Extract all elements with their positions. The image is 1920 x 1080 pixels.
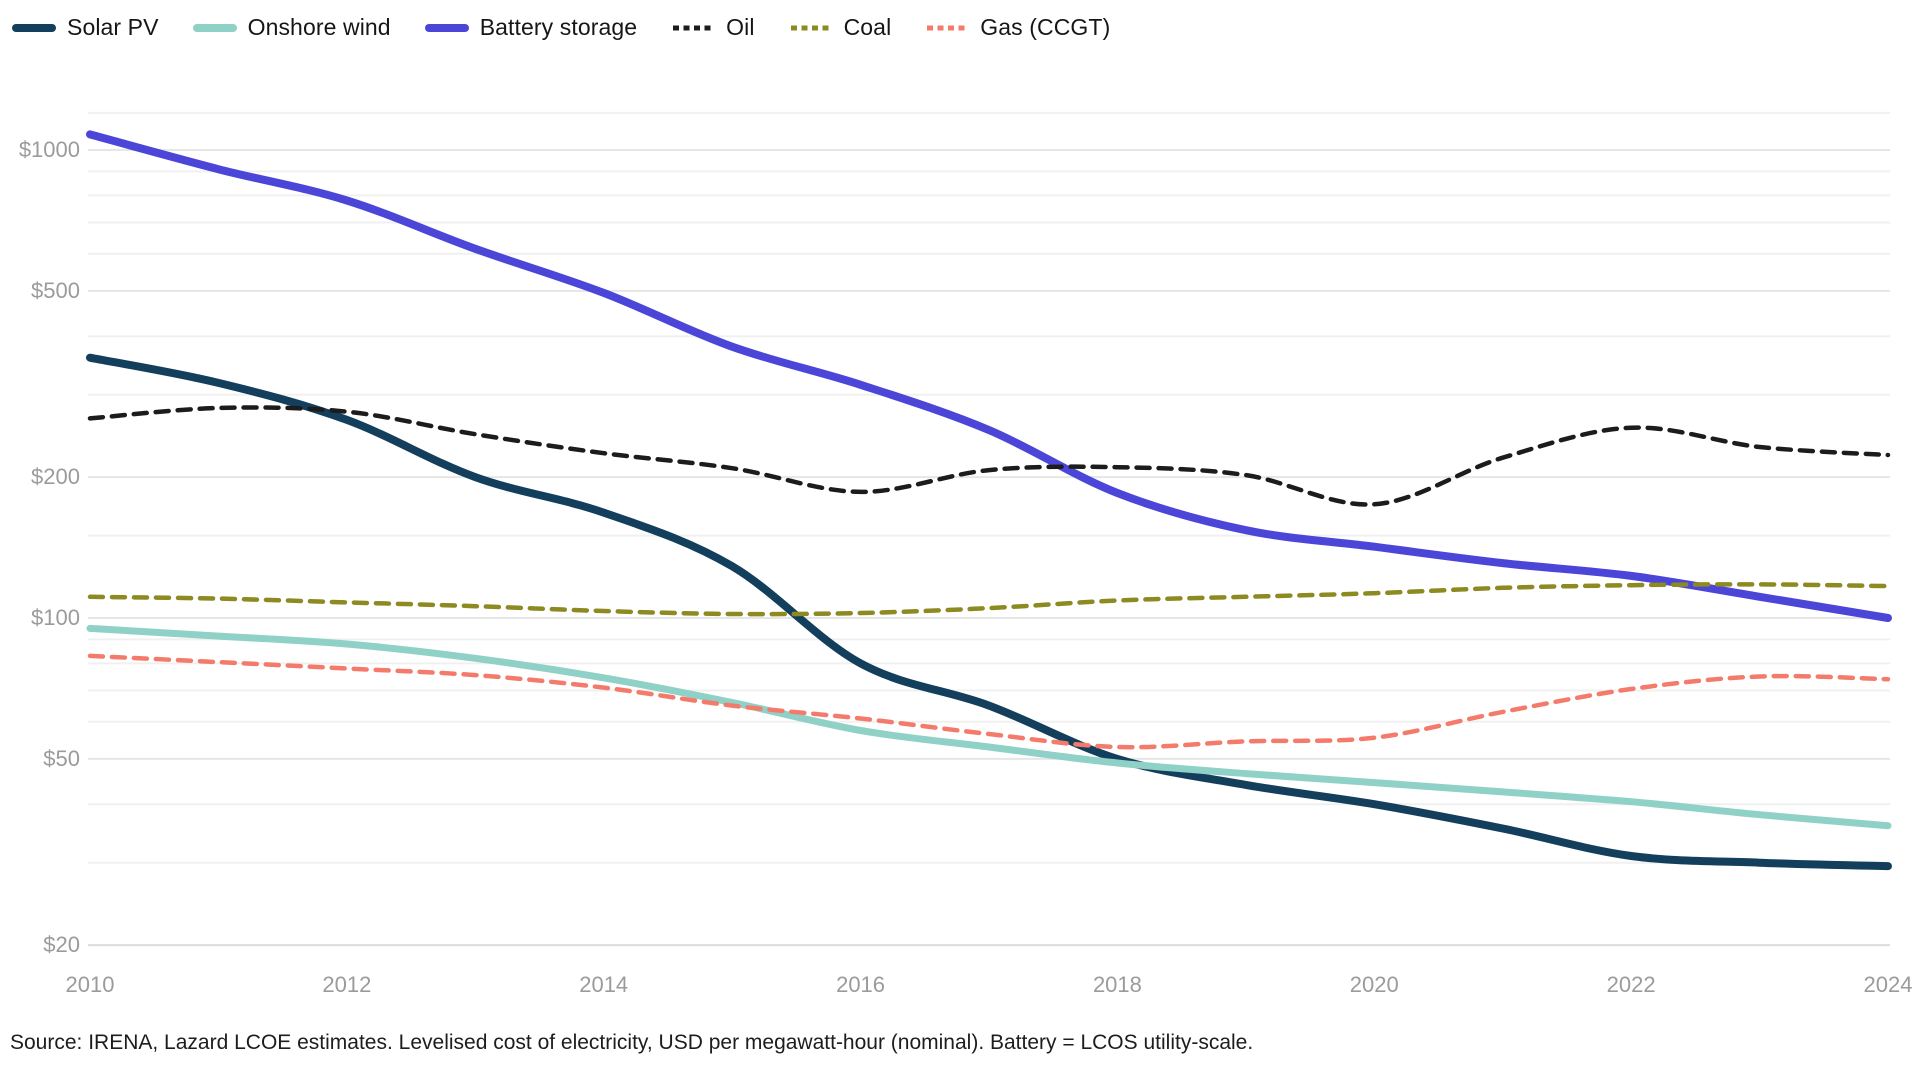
legend-swatch-onshore-wind-icon [192,23,237,32]
series-line-gas-ccgt [87,653,1891,750]
legend-item-solar-pv[interactable]: Solar PV [12,14,159,41]
x-tick-label: 2016 [836,972,886,997]
series-line-coal [87,582,1891,617]
x-tick-label: 2010 [65,972,115,997]
legend-swatch-gas-ccgt-icon [927,25,968,30]
series-line-oil [87,405,1891,507]
legend-item-oil[interactable]: Oil [671,14,754,41]
series-line-onshore-wind [86,624,1892,830]
legend-swatch-solar-pv-icon [12,23,56,32]
y-tick-label: $1000 [18,137,80,162]
legend-swatch-oil-icon [673,25,714,30]
y-tick-label: $500 [31,277,80,303]
legend-label: Onshore wind [247,14,391,40]
x-tick-label: 2014 [579,972,629,997]
series-line-solar-pv [86,353,1892,871]
x-tick-label: 2020 [1349,972,1399,997]
x-tick-label: 2018 [1092,972,1142,997]
gridlines [88,111,1890,947]
legend-item-coal[interactable]: Coal [789,14,892,41]
legend-item-onshore-wind[interactable]: Onshore wind [192,14,391,41]
y-tick-label: $20 [43,932,80,958]
legend-label: Solar PV [67,14,159,40]
legend-label: Oil [726,14,755,40]
x-tick-label: 2012 [322,972,372,997]
legend-swatch-coal-icon [790,25,831,30]
x-tick-label: 2022 [1606,972,1656,997]
y-tick-label: $50 [43,745,80,771]
legend-label: Coal [843,14,892,40]
legend-item-battery-storage[interactable]: Battery storage [424,14,638,41]
series-line-battery-storage [86,130,1892,622]
y-tick-label: $200 [31,464,80,490]
x-tick-label: 2024 [1863,972,1913,997]
series-lines [86,130,1892,871]
source-note: Source: IRENA, Lazard LCOE estimates. Le… [10,1031,1254,1054]
legend-label: Gas (CCGT) [980,14,1111,40]
y-tick-label: $100 [31,605,80,630]
legend-label: Battery storage [479,14,638,40]
legend-swatch-battery-storage-icon [424,23,469,32]
legend: Solar PV Onshore wind Battery storage Oil Co… [12,14,1110,41]
legend-item-gas-ccgt[interactable]: Gas (CCGT) [925,14,1110,41]
